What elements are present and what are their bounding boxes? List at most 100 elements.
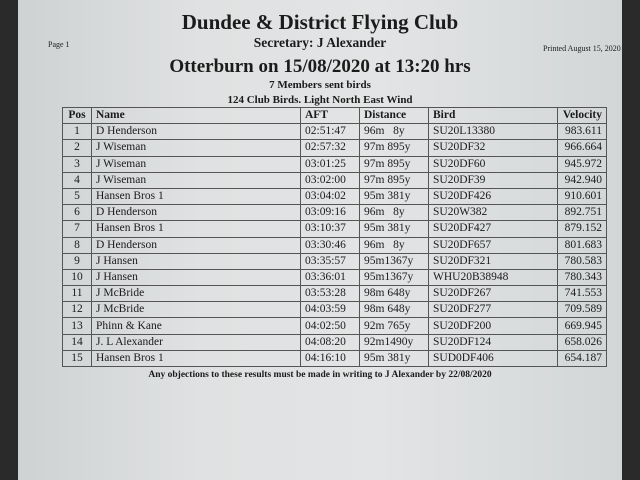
table-row: 14 J. L Alexander 04:08:20 92m1490y SU20DF12… (62, 333, 607, 351)
cell-aft: 03:01:25 (300, 155, 360, 173)
table-row: 5 Hansen Bros 1 03:04:02 95m 381y SU20DF426 9… (62, 187, 607, 206)
cell-dist: 95m1367y (359, 268, 429, 287)
cell-vel: 945.972 (557, 155, 607, 173)
column-header: AFT (300, 106, 360, 125)
cell-vel: 801.683 (557, 236, 607, 254)
cell-bird: SU20DF200 (428, 317, 558, 335)
table-row: 10 J Hansen 03:36:01 95m1367y WHU20B38948 780… (62, 268, 607, 287)
cell-pos: 9 (62, 252, 92, 270)
cell-aft: 02:51:47 (300, 123, 360, 141)
cell-aft: 03:35:57 (300, 252, 360, 270)
cell-dist: 97m 895y (359, 139, 429, 157)
cell-aft: 03:04:02 (300, 187, 360, 206)
cell-aft: 04:03:59 (300, 301, 360, 319)
cell-name: J McBride (91, 285, 301, 303)
cell-dist: 95m 381y (359, 187, 429, 206)
cell-aft: 02:57:32 (300, 139, 360, 157)
cell-vel: 910.601 (557, 187, 607, 206)
cell-pos: 14 (62, 333, 92, 351)
page-number: Page 1 (48, 40, 70, 49)
cell-vel: 983.611 (557, 123, 607, 141)
cell-pos: 5 (62, 187, 92, 206)
cell-dist: 96m 8y (359, 204, 429, 222)
cell-name: J McBride (91, 301, 301, 319)
cell-vel: 879.152 (557, 220, 607, 238)
cell-dist: 98m 648y (359, 301, 429, 319)
cell-aft: 03:53:28 (300, 285, 360, 303)
cell-pos: 11 (62, 285, 92, 303)
cell-vel: 780.343 (557, 268, 607, 287)
cell-aft: 03:09:16 (300, 204, 360, 222)
cell-name: D Henderson (91, 123, 301, 141)
cell-dist: 97m 895y (359, 171, 429, 189)
column-header: Name (91, 106, 301, 125)
cell-dist: 92m 765y (359, 317, 429, 335)
printed-date: Printed August 15, 2020 (543, 44, 621, 53)
secretary: Secretary: J Alexander (253, 35, 387, 50)
cell-pos: 6 (62, 204, 92, 222)
cell-bird: SU20DF427 (428, 220, 558, 238)
cell-vel: 669.945 (557, 317, 607, 335)
cell-pos: 12 (62, 301, 92, 319)
cell-name: Phinn & Kane (91, 317, 301, 335)
cell-vel: 741.553 (557, 285, 607, 303)
cell-aft: 04:02:50 (300, 317, 360, 335)
cell-pos: 7 (62, 220, 92, 238)
cell-vel: 892.751 (557, 204, 607, 222)
cell-bird: SU20DF39 (428, 171, 558, 189)
cell-name: Hansen Bros 1 (91, 349, 301, 368)
cell-pos: 13 (62, 317, 92, 335)
column-header: Bird (428, 106, 558, 125)
cell-bird: SU20DF267 (428, 285, 558, 303)
cell-name: Hansen Bros 1 (91, 187, 301, 206)
cell-vel: 780.583 (557, 252, 607, 270)
cell-bird: SU20W382 (428, 204, 558, 222)
cell-aft: 03:30:46 (300, 236, 360, 254)
cell-pos: 8 (62, 236, 92, 254)
table-header: Pos Name AFT Distance Bird Velocity (62, 106, 607, 125)
cell-bird: SU20DF277 (428, 301, 558, 319)
cell-dist: 95m1367y (359, 252, 429, 270)
cell-bird: SU20DF426 (428, 187, 558, 206)
club-title: Dundee & District Flying Club (181, 10, 459, 34)
cell-name: J Wiseman (91, 171, 301, 189)
cell-aft: 03:36:01 (300, 268, 360, 287)
cell-vel: 942.940 (557, 171, 607, 189)
cell-dist: 98m 648y (359, 285, 429, 303)
cell-bird: SU20DF657 (428, 236, 558, 254)
cell-pos: 10 (62, 268, 92, 287)
column-header: Distance (359, 106, 429, 125)
cell-aft: 04:16:10 (300, 349, 360, 368)
cell-name: J. L Alexander (91, 333, 301, 351)
cell-aft: 04:08:20 (300, 333, 360, 351)
cell-pos: 4 (62, 171, 92, 189)
cell-name: J Hansen (91, 252, 301, 270)
cell-name: D Henderson (91, 236, 301, 254)
table-row: 13 Phinn & Kane 04:02:50 92m 765y SU20DF200 6… (62, 317, 607, 335)
cell-bird: WHU20B38948 (428, 268, 558, 287)
cell-vel: 966.664 (557, 139, 607, 157)
cell-dist: 95m 381y (359, 220, 429, 238)
table-row: 15 Hansen Bros 1 04:16:10 95m 381y SUD0DF406… (62, 349, 607, 368)
cell-vel: 709.589 (557, 301, 607, 319)
cell-dist: 96m 8y (359, 123, 429, 141)
cell-pos: 2 (62, 139, 92, 157)
table-row: 12 J McBride 04:03:59 98m 648y SU20DF277 709.… (62, 301, 607, 319)
members-count: 7 Members sent birds (269, 79, 371, 91)
race-title: Otterburn on 15/08/2020 at 13:20 hrs (169, 56, 471, 77)
cell-vel: 654.187 (557, 349, 607, 368)
cell-name: J Wiseman (91, 155, 301, 173)
cell-name: Hansen Bros 1 (91, 220, 301, 238)
cell-name: D Henderson (91, 204, 301, 222)
cell-dist: 96m 8y (359, 236, 429, 254)
objections-note: Any objections to these results must be … (148, 370, 492, 380)
cell-name: J Wiseman (91, 139, 301, 157)
table-row: 7 Hansen Bros 1 03:10:37 95m 381y SU20DF427 8… (62, 220, 607, 238)
cell-bird: SU20L13380 (428, 123, 558, 141)
